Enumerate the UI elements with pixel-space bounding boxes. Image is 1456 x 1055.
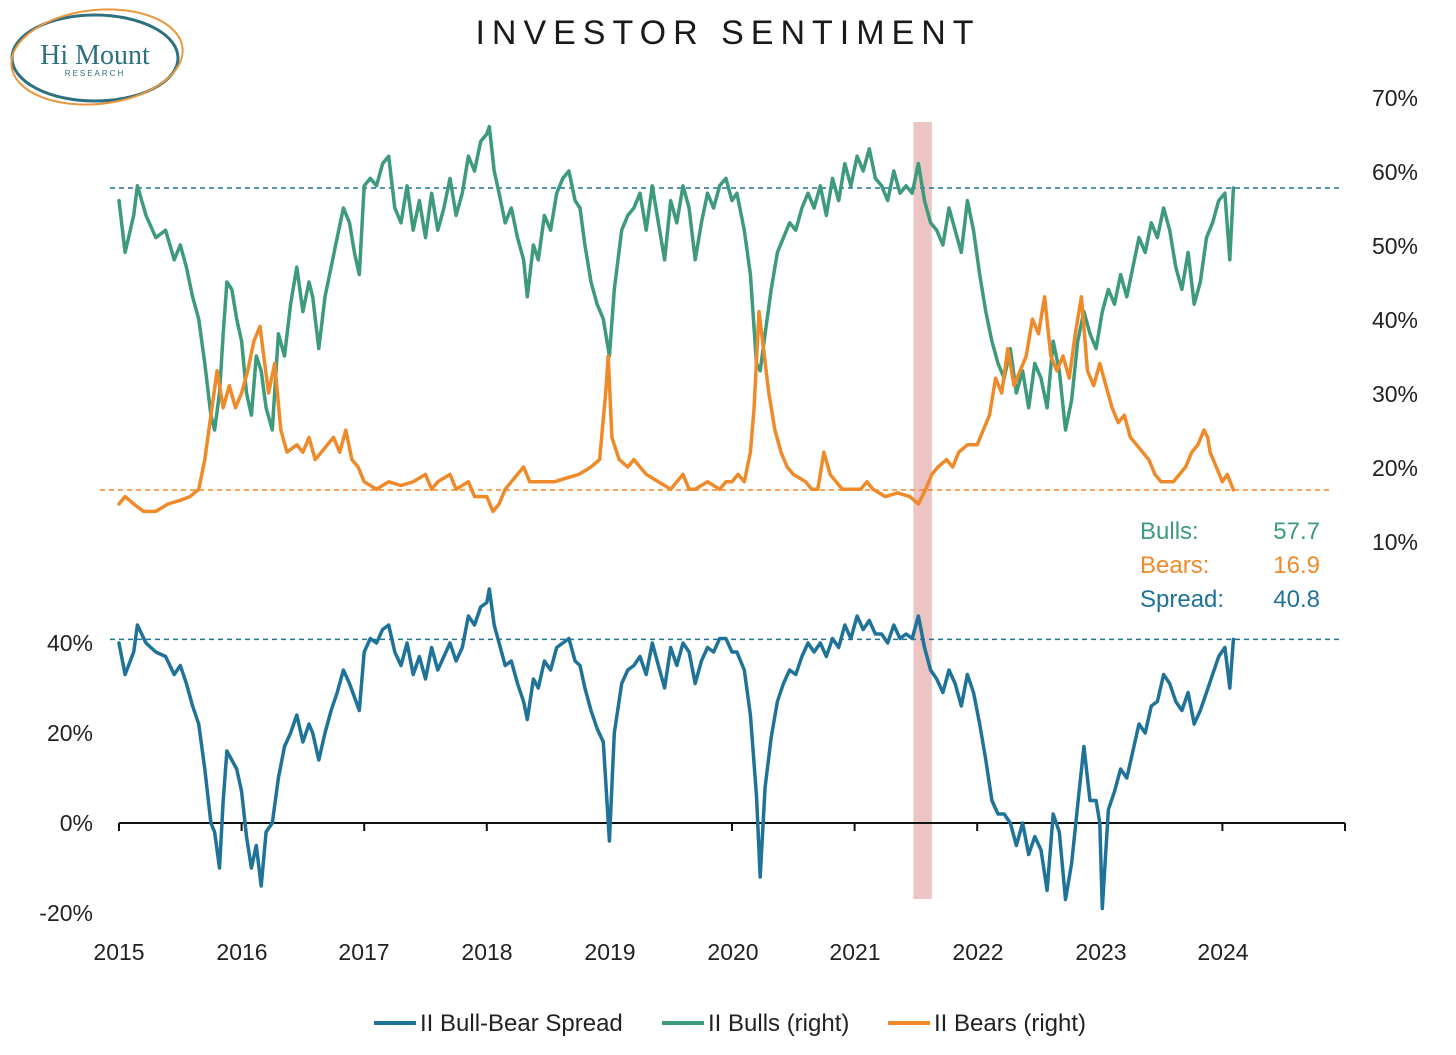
left-axis: 40% 20% 0% -20% bbox=[39, 630, 93, 926]
x-tick-label: 2017 bbox=[338, 939, 389, 965]
x-tick-label: 2022 bbox=[952, 939, 1003, 965]
left-tick: 40% bbox=[47, 630, 93, 656]
x-tick-label: 2021 bbox=[829, 939, 880, 965]
chart-title: INVESTOR SENTIMENT bbox=[475, 14, 980, 52]
stat-bulls-value: 57.7 bbox=[1273, 518, 1320, 545]
series-line-spread bbox=[117, 587, 1236, 911]
x-tick-label: 2020 bbox=[707, 939, 758, 965]
x-tick-labels: 2015 2016 2017 2018 2019 2020 2021 2022 … bbox=[93, 939, 1248, 965]
left-tick: -20% bbox=[39, 900, 93, 926]
stat-bears-label: Bears: bbox=[1140, 552, 1209, 579]
legend-label-bears: II Bears (right) bbox=[934, 1010, 1086, 1037]
logo-subtitle: RESEARCH bbox=[65, 69, 125, 78]
hi-mount-logo: Hi Mount RESEARCH bbox=[10, 8, 184, 106]
stat-bears-value: 16.9 bbox=[1273, 552, 1320, 579]
legend: II Bull-Bear Spread II Bulls (right) II … bbox=[374, 1010, 1086, 1037]
right-tick: 50% bbox=[1372, 233, 1418, 259]
right-tick: 10% bbox=[1372, 529, 1418, 555]
stat-spread-value: 40.8 bbox=[1273, 586, 1320, 613]
series-layer bbox=[117, 124, 1236, 911]
x-tick-label: 2019 bbox=[584, 939, 635, 965]
right-tick: 60% bbox=[1372, 159, 1418, 185]
legend-label-spread: II Bull-Bear Spread bbox=[420, 1010, 623, 1037]
x-tick-label: 2018 bbox=[461, 939, 512, 965]
right-tick: 30% bbox=[1372, 381, 1418, 407]
logo-name: Hi Mount bbox=[40, 40, 150, 71]
x-tick-label: 2015 bbox=[93, 939, 144, 965]
right-axis: 70% 60% 50% 40% 30% 20% 10% bbox=[1372, 85, 1418, 555]
x-axis bbox=[118, 822, 1346, 831]
series-line-bulls bbox=[117, 124, 1236, 432]
x-tick-label: 2024 bbox=[1197, 939, 1248, 965]
x-tick-label: 2023 bbox=[1075, 939, 1126, 965]
highlight-band bbox=[913, 122, 932, 899]
series-line-bears bbox=[117, 295, 1236, 514]
right-tick: 20% bbox=[1372, 455, 1418, 481]
left-tick: 20% bbox=[47, 720, 93, 746]
stats-box: Bulls: 57.7 Bears: 16.9 Spread: 40.8 bbox=[1140, 518, 1320, 613]
stat-bulls-label: Bulls: bbox=[1140, 518, 1199, 545]
stat-spread-label: Spread: bbox=[1140, 586, 1224, 613]
left-tick: 0% bbox=[60, 810, 93, 836]
right-tick: 70% bbox=[1372, 85, 1418, 111]
legend-label-bulls: II Bulls (right) bbox=[708, 1010, 849, 1037]
x-tick-label: 2016 bbox=[216, 939, 267, 965]
right-tick: 40% bbox=[1372, 307, 1418, 333]
logo-ring-outer bbox=[10, 8, 184, 106]
